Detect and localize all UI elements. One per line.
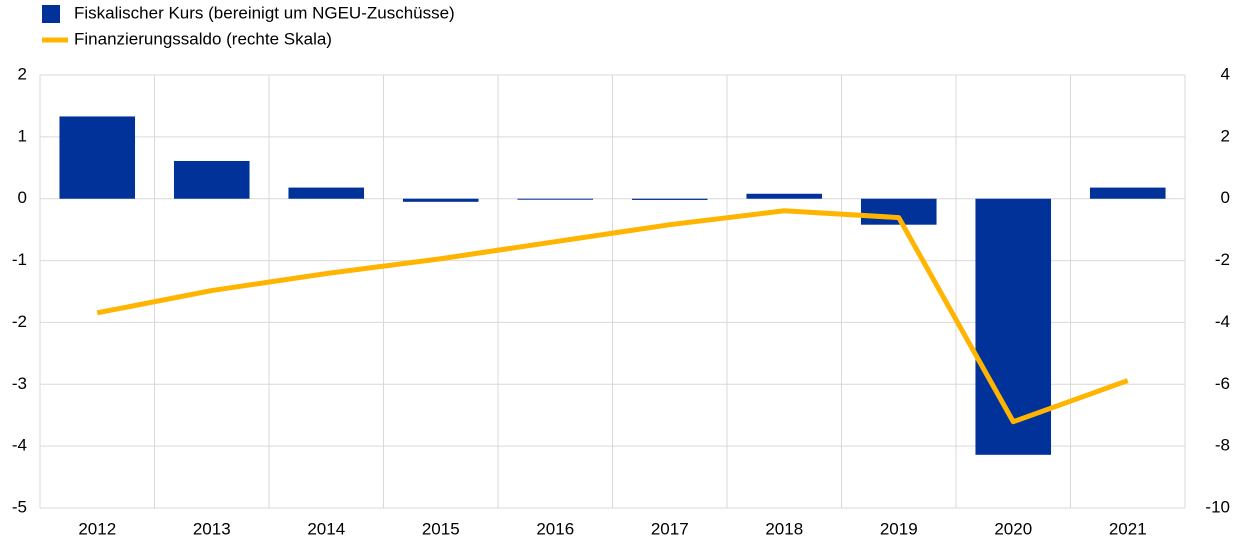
x-tick-label: 2015 xyxy=(422,519,460,538)
y2-tick-label: -10 xyxy=(1205,497,1230,516)
y-tick-label: 0 xyxy=(18,188,27,207)
y2-tick-label: -8 xyxy=(1215,436,1230,455)
bar xyxy=(59,116,136,199)
x-tick-label: 2020 xyxy=(994,519,1032,538)
y-tick-label: -2 xyxy=(12,312,27,331)
bar xyxy=(746,193,823,199)
y-tick-label: -1 xyxy=(12,250,27,269)
bar xyxy=(975,198,1052,455)
y2-tick-label: 4 xyxy=(1221,64,1230,83)
x-tick-label: 2013 xyxy=(193,519,231,538)
y-tick-label: 2 xyxy=(18,64,27,83)
y-tick-label: -3 xyxy=(12,374,27,393)
y-tick-label: 1 xyxy=(18,126,27,145)
legend-label: Fiskalischer Kurs (bereinigt um NGEU-Zus… xyxy=(74,3,455,22)
y2-tick-label: -6 xyxy=(1215,374,1230,393)
x-tick-label: 2012 xyxy=(78,519,116,538)
bar xyxy=(1089,187,1166,199)
x-tick-label: 2016 xyxy=(536,519,574,538)
y2-tick-label: 0 xyxy=(1221,188,1230,207)
x-tick-label: 2019 xyxy=(880,519,918,538)
y2-tick-label: 2 xyxy=(1221,126,1230,145)
y-tick-label: -4 xyxy=(12,436,27,455)
x-tick-label: 2017 xyxy=(651,519,689,538)
bar xyxy=(517,198,594,200)
x-tick-label: 2021 xyxy=(1109,519,1147,538)
bar xyxy=(402,198,479,202)
line xyxy=(96,208,1129,425)
bar xyxy=(631,198,708,200)
bar xyxy=(173,160,250,199)
bar xyxy=(288,187,365,199)
y2-tick-label: -2 xyxy=(1215,250,1230,269)
legend-label: Finanzierungssaldo (rechte Skala) xyxy=(74,29,332,48)
y2-tick-label: -4 xyxy=(1215,312,1230,331)
x-tick-label: 2014 xyxy=(307,519,345,538)
legend-swatch xyxy=(42,5,60,23)
y-tick-label: -5 xyxy=(12,497,27,516)
x-tick-label: 2018 xyxy=(765,519,803,538)
